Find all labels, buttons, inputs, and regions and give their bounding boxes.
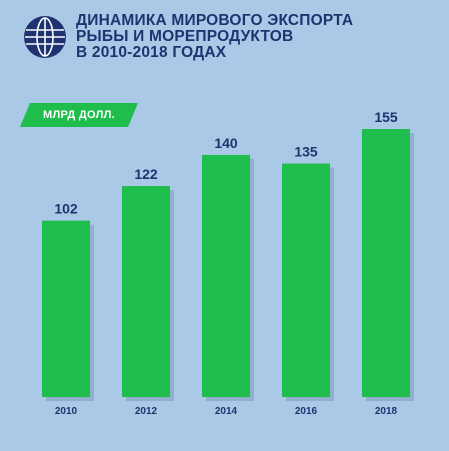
- x-tick-label: 2010: [55, 406, 78, 417]
- title-line-3: В 2010-2018 ГОДАХ: [76, 44, 227, 61]
- x-tick-label: 2012: [135, 406, 158, 417]
- bar: [362, 129, 410, 397]
- title-line-1: ДИНАМИКА МИРОВОГО ЭКСПОРТА: [76, 12, 354, 29]
- data-label: 122: [134, 166, 158, 182]
- logo: [22, 14, 68, 60]
- unit-tag-shape: [20, 103, 138, 127]
- unit-tag: МЛРД ДОЛЛ.: [20, 103, 138, 127]
- globe-icon: [24, 16, 66, 58]
- bar: [282, 163, 330, 397]
- title-line-2: РЫБЫ И МОРЕПРОДУКТОВ: [76, 28, 294, 45]
- bar: [42, 220, 90, 397]
- bar: [202, 154, 250, 397]
- bar: [122, 186, 170, 397]
- chart-title: ДИНАМИКА МИРОВОГО ЭКСПОРТА РЫБЫ И МОРЕПР…: [76, 13, 436, 61]
- data-label: 140: [214, 135, 238, 151]
- x-tick-label: 2018: [375, 406, 398, 417]
- data-label: 155: [374, 109, 398, 125]
- data-label: 102: [54, 201, 78, 217]
- unit-label: МЛРД ДОЛЛ.: [42, 109, 116, 121]
- x-tick-label: 2016: [295, 406, 318, 417]
- x-tick-label: 2014: [215, 406, 238, 417]
- data-label: 135: [294, 144, 318, 160]
